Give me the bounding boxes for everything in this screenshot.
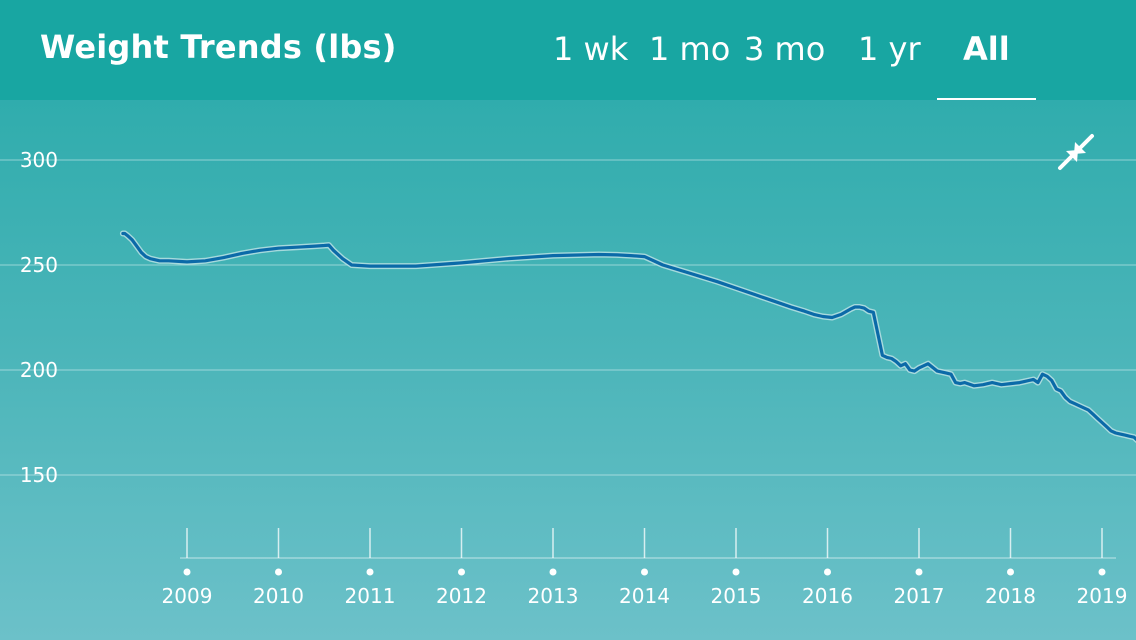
series-layer — [119, 230, 1136, 444]
x-tick-dot-2010 — [275, 568, 282, 576]
collapse-arrows-icon — [1058, 134, 1094, 170]
y-tick-label-150: 150 — [20, 463, 58, 487]
x-tick-label-2016: 2016 — [802, 584, 853, 608]
collapse-chart-button[interactable] — [1056, 132, 1096, 172]
y-tick-label-250: 250 — [20, 253, 58, 277]
x-tick-dot-2019 — [1098, 568, 1106, 576]
x-tick-dot-2017 — [915, 568, 923, 576]
x-tick-dot-2012 — [458, 568, 465, 576]
tab-1-month[interactable]: 1 mo — [649, 30, 731, 68]
x-tick-label-2018: 2018 — [985, 584, 1036, 608]
x-tick-dot-2018 — [1007, 568, 1014, 576]
y-tick-label-200: 200 — [20, 358, 58, 382]
x-tick-dot-2013 — [549, 568, 557, 576]
x-tick-label-2011: 2011 — [345, 584, 396, 608]
tab-1-week[interactable]: 1 wk — [553, 30, 629, 68]
tab-3-months[interactable]: 3 mo — [744, 30, 826, 68]
y-tick-label-300: 300 — [20, 148, 58, 172]
x-tick-label-2012: 2012 — [436, 584, 487, 608]
x-tick-dot-2011 — [366, 568, 374, 576]
x-tick-label-2010: 2010 — [253, 584, 304, 608]
x-tick-dot-2015 — [732, 568, 740, 576]
x-tick-dot-2016 — [824, 568, 831, 576]
x-axis: 2009 2010 2011 2012 2013 2014 2015 2016 2017 2018… — [162, 528, 1128, 608]
series-halo-0 — [119, 230, 1136, 444]
x-tick-label-2014: 2014 — [619, 584, 670, 608]
y-axis-labels: 150 200 250 300 — [20, 148, 58, 487]
x-tick-label-2015: 2015 — [711, 584, 762, 608]
grid-lines — [0, 159, 1136, 476]
x-tick-label-2009: 2009 — [162, 584, 213, 608]
x-tick-dot-2009 — [183, 568, 191, 576]
x-tick-label-2013: 2013 — [528, 584, 579, 608]
header-bar: Weight Trends (lbs) 1 wk 1 mo 3 mo 1 yr … — [0, 0, 1136, 100]
tab-all[interactable]: All — [963, 30, 1010, 68]
active-tab-indicator — [937, 98, 1036, 100]
page-title: Weight Trends (lbs) — [40, 28, 397, 66]
x-tick-label-2019: 2019 — [1077, 584, 1128, 608]
tab-1-year[interactable]: 1 yr — [858, 30, 921, 68]
x-tick-label-2017: 2017 — [894, 584, 945, 608]
x-tick-dot-2014 — [641, 568, 648, 576]
series-line-0 — [121, 231, 1136, 442]
